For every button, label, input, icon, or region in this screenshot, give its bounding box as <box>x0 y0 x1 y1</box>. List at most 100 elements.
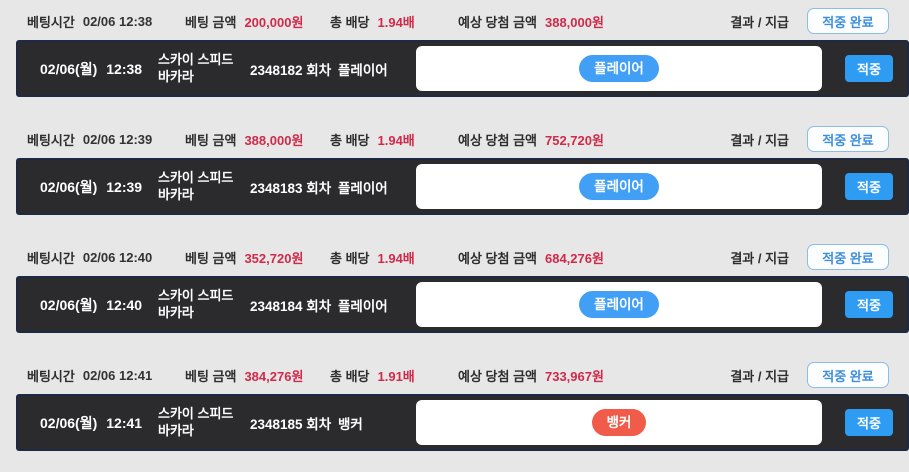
bet-datetime: 02/06(월) 12:38 <box>40 59 152 79</box>
round-number: 2348183 회차 <box>250 180 332 196</box>
expected-win-value: 684,276원 <box>544 250 604 266</box>
bet-amount-label: 베팅 금액 <box>185 250 237 266</box>
hit-complete-button[interactable]: 적중 완료 <box>807 244 889 270</box>
bet-record-header: 베팅시간 02/06 12:38 베팅 금액 200,000원 총 배당 1.9… <box>27 8 889 34</box>
bet-time-group: 베팅시간 02/06 12:38 <box>27 12 185 31</box>
bet-detail-row: 02/06(월) 12:38 스카이 스피드 바카라 2348182 회차 플레이… <box>16 40 909 97</box>
result-badge: 플레이어 <box>579 290 659 319</box>
expected-win-label: 예상 당첨 금액 <box>458 132 537 148</box>
total-odds-value: 1.94배 <box>377 250 415 266</box>
bet-clock: 12:38 <box>106 60 143 77</box>
game-name-line2: 바카라 <box>158 68 194 84</box>
bet-history-list: 베팅시간 02/06 12:38 베팅 금액 200,000원 총 배당 1.9… <box>16 0 909 451</box>
result-badge: 뱅커 <box>591 408 647 437</box>
pick-label: 플레이어 <box>338 180 388 196</box>
game-name-line1: 스카이 스피드 <box>158 287 234 303</box>
bet-record: 베팅시간 02/06 12:40 베팅 금액 352,720원 총 배당 1.9… <box>16 236 909 333</box>
game-name-line2: 바카라 <box>158 422 194 438</box>
round-number: 2348185 회차 <box>250 416 332 432</box>
hit-button[interactable]: 적중 <box>845 291 893 318</box>
expected-win-group: 예상 당첨 금액 388,000원 <box>458 12 604 31</box>
result-box: 플레이어 <box>416 164 822 209</box>
bet-datetime: 02/06(월) 12:41 <box>40 413 152 433</box>
bet-datetime: 02/06(월) 12:40 <box>40 295 152 315</box>
game-name: 스카이 스피드 바카라 <box>158 170 250 204</box>
bet-record-header: 베팅시간 02/06 12:41 베팅 금액 384,276원 총 배당 1.9… <box>27 362 889 388</box>
bet-time-value: 02/06 12:39 <box>82 131 153 147</box>
total-odds-label: 총 배당 <box>330 250 370 266</box>
bet-date: 02/06(월) <box>40 296 98 313</box>
bet-amount-group: 베팅 금액 352,720원 <box>185 248 330 267</box>
bet-time-label: 베팅시간 <box>27 368 75 384</box>
bet-date: 02/06(월) <box>40 178 98 195</box>
result-payment-label: 결과 / 지급 <box>730 132 789 148</box>
expected-win-group: 예상 당첨 금액 733,967원 <box>458 366 604 385</box>
game-name: 스카이 스피드 바카라 <box>158 52 250 86</box>
pick-label: 플레이어 <box>338 62 388 78</box>
hit-complete-button[interactable]: 적중 완료 <box>807 126 889 152</box>
bet-amount-group: 베팅 금액 200,000원 <box>185 12 330 31</box>
bet-time-label: 베팅시간 <box>27 14 75 30</box>
round-number: 2348182 회차 <box>250 62 332 78</box>
game-name: 스카이 스피드 바카라 <box>158 288 250 322</box>
game-name: 스카이 스피드 바카라 <box>158 406 250 440</box>
expected-win-value: 733,967원 <box>544 368 604 384</box>
game-name-line1: 스카이 스피드 <box>158 51 234 67</box>
total-odds-group: 총 배당 1.91배 <box>330 366 458 385</box>
bet-amount-label: 베팅 금액 <box>185 14 237 30</box>
bet-amount-label: 베팅 금액 <box>185 132 237 148</box>
game-name-line1: 스카이 스피드 <box>158 405 234 421</box>
result-payment-group: 결과 / 지급 적중 완료 <box>730 126 889 152</box>
bet-amount-value: 384,276원 <box>244 368 304 384</box>
pick-label: 뱅커 <box>338 416 363 432</box>
expected-win-value: 388,000원 <box>544 14 604 30</box>
result-payment-label: 결과 / 지급 <box>730 368 789 384</box>
bet-amount-label: 베팅 금액 <box>185 368 237 384</box>
hit-button[interactable]: 적중 <box>845 409 893 436</box>
hit-complete-button[interactable]: 적중 완료 <box>807 8 889 34</box>
bet-time-value: 02/06 12:38 <box>82 13 153 29</box>
result-box: 뱅커 <box>416 400 822 445</box>
total-odds-value: 1.94배 <box>377 14 415 30</box>
expected-win-group: 예상 당첨 금액 684,276원 <box>458 248 604 267</box>
bet-amount-value: 200,000원 <box>244 14 304 30</box>
hit-complete-button[interactable]: 적중 완료 <box>807 362 889 388</box>
pick-label: 플레이어 <box>338 298 388 314</box>
bet-amount-value: 388,000원 <box>244 132 304 148</box>
result-box: 플레이어 <box>416 282 822 327</box>
game-name-line2: 바카라 <box>158 304 194 320</box>
bet-amount-group: 베팅 금액 384,276원 <box>185 366 330 385</box>
bet-amount-value: 352,720원 <box>244 250 304 266</box>
result-badge: 플레이어 <box>579 172 659 201</box>
bet-record: 베팅시간 02/06 12:38 베팅 금액 200,000원 총 배당 1.9… <box>16 0 909 97</box>
total-odds-value: 1.94배 <box>377 132 415 148</box>
expected-win-label: 예상 당첨 금액 <box>458 368 537 384</box>
bet-time-group: 베팅시간 02/06 12:39 <box>27 130 185 149</box>
bet-record-header: 베팅시간 02/06 12:40 베팅 금액 352,720원 총 배당 1.9… <box>27 244 889 270</box>
bet-detail-row: 02/06(월) 12:41 스카이 스피드 바카라 2348185 회차 뱅커 … <box>16 394 909 451</box>
expected-win-group: 예상 당첨 금액 752,720원 <box>458 130 604 149</box>
bet-time-group: 베팅시간 02/06 12:40 <box>27 248 185 267</box>
bet-detail-row: 02/06(월) 12:40 스카이 스피드 바카라 2348184 회차 플레이… <box>16 276 909 333</box>
total-odds-value: 1.91배 <box>377 368 415 384</box>
bet-record: 베팅시간 02/06 12:41 베팅 금액 384,276원 총 배당 1.9… <box>16 354 909 451</box>
total-odds-group: 총 배당 1.94배 <box>330 248 458 267</box>
game-name-line1: 스카이 스피드 <box>158 169 234 185</box>
hit-button[interactable]: 적중 <box>845 55 893 82</box>
total-odds-group: 총 배당 1.94배 <box>330 12 458 31</box>
result-payment-group: 결과 / 지급 적중 완료 <box>730 8 889 34</box>
result-payment-label: 결과 / 지급 <box>730 250 789 266</box>
bet-clock: 12:41 <box>106 414 143 431</box>
bet-date: 02/06(월) <box>40 60 98 77</box>
total-odds-group: 총 배당 1.94배 <box>330 130 458 149</box>
bet-date: 02/06(월) <box>40 414 98 431</box>
bet-amount-group: 베팅 금액 388,000원 <box>185 130 330 149</box>
bet-time-label: 베팅시간 <box>27 132 75 148</box>
result-payment-label: 결과 / 지급 <box>730 14 789 30</box>
bet-record-header: 베팅시간 02/06 12:39 베팅 금액 388,000원 총 배당 1.9… <box>27 126 889 152</box>
expected-win-label: 예상 당첨 금액 <box>458 14 537 30</box>
bet-time-value: 02/06 12:40 <box>82 249 153 265</box>
game-name-line2: 바카라 <box>158 186 194 202</box>
hit-button[interactable]: 적중 <box>845 173 893 200</box>
bet-datetime: 02/06(월) 12:39 <box>40 177 152 197</box>
